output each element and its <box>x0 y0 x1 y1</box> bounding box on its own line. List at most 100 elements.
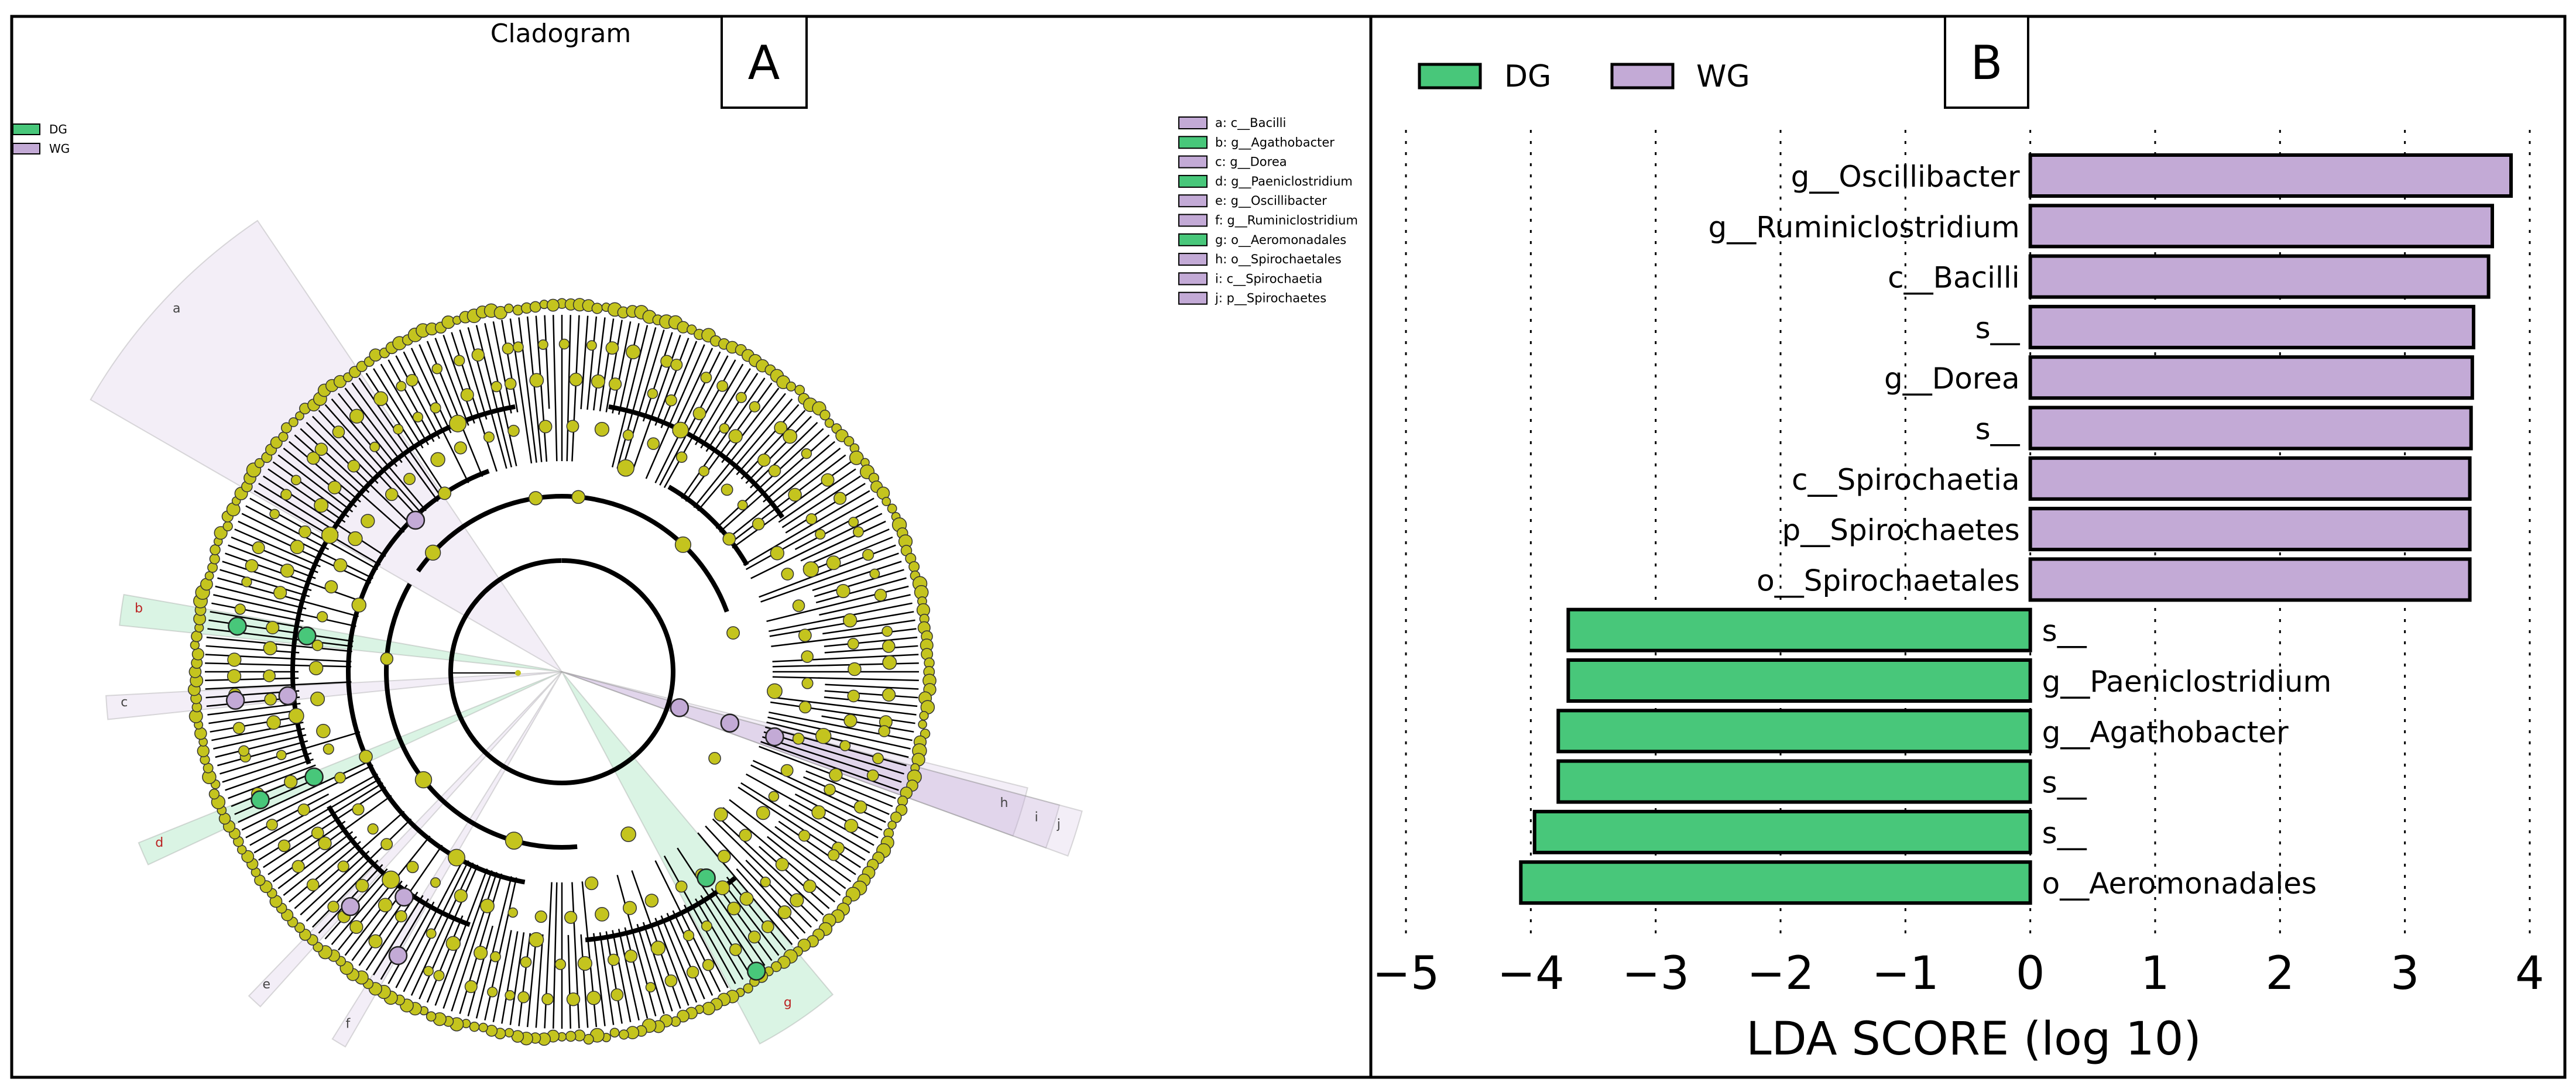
x-tick-label: 0 <box>2016 947 2045 1000</box>
clade-letter: g <box>784 995 792 1010</box>
tree-node <box>881 497 891 507</box>
tree-node <box>291 860 305 873</box>
key-swatch <box>1178 272 1208 286</box>
tree-node <box>194 727 207 740</box>
tree-branch <box>769 711 913 741</box>
bar-label: s__ <box>1975 413 2021 446</box>
tree-branch <box>283 448 357 508</box>
tree-node <box>464 980 478 994</box>
tree-branch <box>451 871 498 1012</box>
tree-branch <box>373 895 424 975</box>
tree-node <box>507 907 518 918</box>
tree-branch <box>434 868 488 1006</box>
lda-panel: B DG WG g__Oscillibacter g__Ruminiclostri… <box>1373 15 2544 1066</box>
tree-node <box>438 486 452 500</box>
tree-node <box>819 410 831 421</box>
tree-branch <box>211 602 304 622</box>
biomarker-node <box>765 727 784 747</box>
key-swatch <box>1178 214 1208 227</box>
tree-node <box>349 920 363 934</box>
tree-node <box>836 584 850 599</box>
tree-node <box>311 826 324 840</box>
tree-branch <box>213 727 305 750</box>
tree-branch <box>210 611 303 628</box>
tree-node <box>297 803 310 816</box>
tree-branch <box>767 716 911 750</box>
tree-node <box>454 441 467 455</box>
tree-node <box>318 836 332 850</box>
key-entry: c: g__Dorea <box>1215 155 1287 170</box>
tree-branch <box>772 654 919 662</box>
tree-branch <box>443 335 475 424</box>
tree-node <box>529 491 543 506</box>
tree-node <box>478 1022 488 1033</box>
tree-branch <box>443 870 493 1009</box>
tree-node <box>359 750 373 764</box>
tree-branch <box>700 895 751 975</box>
tree-node <box>726 626 740 640</box>
tree-branch <box>518 933 531 1026</box>
lda-x-axis-label: LDA SCORE (log 10) <box>1746 1013 2201 1066</box>
tree-node <box>802 880 817 893</box>
tree-node <box>872 753 884 764</box>
tree-branch <box>434 338 469 426</box>
bar-dg <box>1566 658 2032 703</box>
tree-node <box>347 459 361 473</box>
tree-node <box>620 826 636 842</box>
tree-branch <box>736 404 800 475</box>
tree-node <box>264 693 277 706</box>
tree-branch <box>586 316 598 410</box>
tree-branch <box>763 731 904 775</box>
tree-node <box>801 448 812 459</box>
clade-letter: b <box>135 601 143 616</box>
tree-branch <box>238 520 372 584</box>
tree-branch <box>241 513 373 579</box>
tree-node <box>605 341 619 355</box>
tree-branch <box>759 846 830 909</box>
bar-label: g__Oscillibacter <box>1791 160 2020 194</box>
bar-label: o__Aeromonadales <box>2042 867 2317 901</box>
tree-node <box>208 788 220 800</box>
tree-node <box>327 480 342 494</box>
key-entry: e: g__Oscillibacter <box>1215 194 1327 208</box>
tree-branch <box>475 876 513 1019</box>
tree-branch <box>567 935 571 1029</box>
tree-branch <box>785 483 866 534</box>
x-tick-label: −3 <box>1622 947 1689 1000</box>
bar-label: s__ <box>2042 816 2087 850</box>
tree-branch <box>387 359 435 442</box>
tree-node <box>847 637 859 650</box>
tree-node <box>190 640 200 650</box>
key-swatch <box>1178 136 1208 149</box>
tree-branch <box>721 880 780 956</box>
tree-node <box>227 652 242 667</box>
clade-letter: c <box>121 695 128 710</box>
cladogram-title: Cladogram <box>490 19 632 49</box>
tree-node <box>749 401 760 413</box>
bar-wg <box>2028 254 2491 299</box>
tree-node <box>448 848 465 867</box>
tree-branch <box>208 709 301 724</box>
x-tick-label: 4 <box>2515 947 2544 1000</box>
tree-node <box>558 338 570 350</box>
tree-branch <box>659 355 729 486</box>
tree-node <box>729 943 742 956</box>
tree-node <box>700 372 712 384</box>
tree-node <box>701 920 712 932</box>
lda-legend-dg-swatch <box>1418 63 1482 90</box>
tree-branch <box>745 415 812 484</box>
tree-branch <box>763 441 836 503</box>
tree-node <box>380 652 394 666</box>
tree-branch <box>234 528 321 568</box>
tree-node <box>805 513 818 525</box>
tree-branch <box>803 528 890 568</box>
tree-branch <box>621 329 665 470</box>
tree-node <box>433 970 445 981</box>
tree-node <box>380 838 393 851</box>
tree-branch <box>222 752 312 783</box>
tree-arc <box>448 558 675 785</box>
tree-node <box>719 423 730 434</box>
tree-branch <box>306 422 412 525</box>
tree-node <box>811 805 826 820</box>
tree-node <box>406 861 419 874</box>
